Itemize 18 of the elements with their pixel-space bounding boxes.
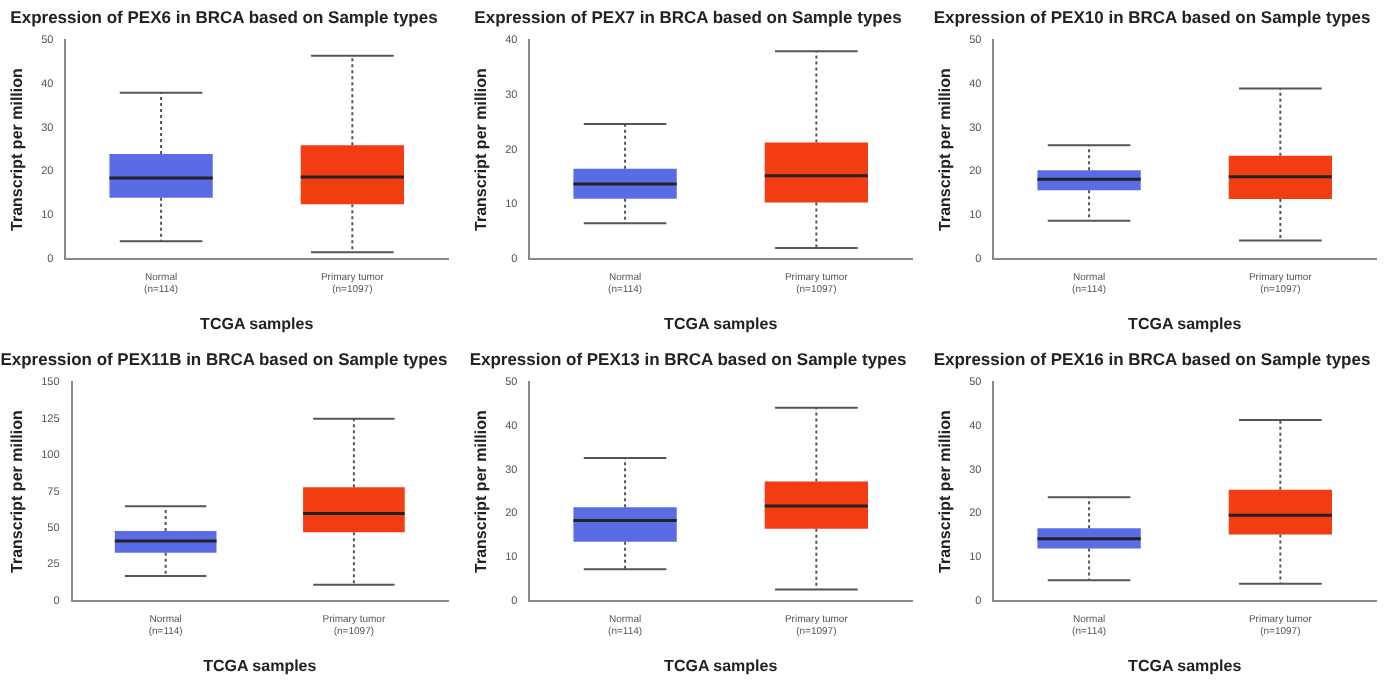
chart-title: Expression of PEX11B in BRCA based on Sample types (0, 348, 449, 369)
chart-title: Expression of PEX16 in BRCA based on Sample types (933, 348, 1371, 369)
x-axis-title: TCGA samples (664, 314, 779, 333)
chart-title: Expression of PEX7 in BRCA based on Sample types (474, 6, 903, 27)
x-axis-title: TCGA samples (664, 656, 779, 675)
y-axis-title: Transcript per million (472, 68, 491, 231)
chart-title: Expression of PEX13 in BRCA based on Sample types (469, 348, 907, 369)
y-axis-title: Transcript per million (8, 410, 27, 573)
chart-title: Expression of PEX10 in BRCA based on Sample types (933, 6, 1371, 27)
y-axis-title: Transcript per million (936, 68, 955, 231)
y-axis-title: Transcript per million (8, 68, 27, 231)
chart-title: Expression of PEX6 in BRCA based on Sample types (10, 6, 439, 27)
x-axis-title: TCGA samples (200, 314, 315, 333)
y-axis-title: Transcript per million (936, 410, 955, 573)
y-axis-title: Transcript per million (472, 410, 491, 573)
x-axis-title: TCGA samples (203, 656, 318, 675)
x-axis-title: TCGA samples (1128, 656, 1243, 675)
x-axis-title: TCGA samples (1128, 314, 1243, 333)
